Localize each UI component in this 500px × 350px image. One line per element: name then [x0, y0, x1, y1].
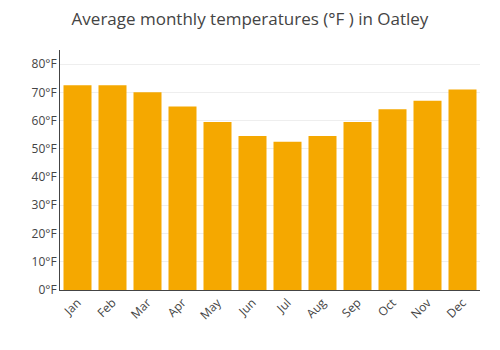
svg-text:10°F: 10°F [32, 253, 57, 270]
svg-text:70°F: 70°F [32, 84, 57, 101]
svg-text:Sep: Sep [338, 294, 365, 321]
svg-text:Aug: Aug [302, 294, 330, 322]
svg-text:Average monthly temperatures (: Average monthly temperatures (°F ) in Oa… [72, 7, 429, 30]
svg-text:Apr: Apr [164, 294, 190, 320]
svg-text:May: May [196, 294, 225, 323]
svg-text:80°F: 80°F [32, 55, 57, 72]
svg-text:30°F: 30°F [32, 196, 57, 213]
svg-text:60°F: 60°F [32, 112, 57, 129]
svg-text:Feb: Feb [93, 294, 119, 320]
svg-text:40°F: 40°F [32, 168, 57, 185]
svg-text:Jul: Jul [272, 294, 294, 316]
svg-text:Oct: Oct [374, 294, 400, 320]
svg-text:Jan: Jan [60, 294, 85, 319]
svg-text:0°F: 0°F [38, 281, 56, 298]
svg-text:Nov: Nov [407, 294, 435, 322]
svg-text:20°F: 20°F [32, 225, 57, 242]
svg-text:Jun: Jun [234, 294, 259, 319]
svg-text:Mar: Mar [127, 294, 155, 322]
svg-text:50°F: 50°F [32, 140, 57, 157]
svg-text:Dec: Dec [443, 294, 470, 321]
